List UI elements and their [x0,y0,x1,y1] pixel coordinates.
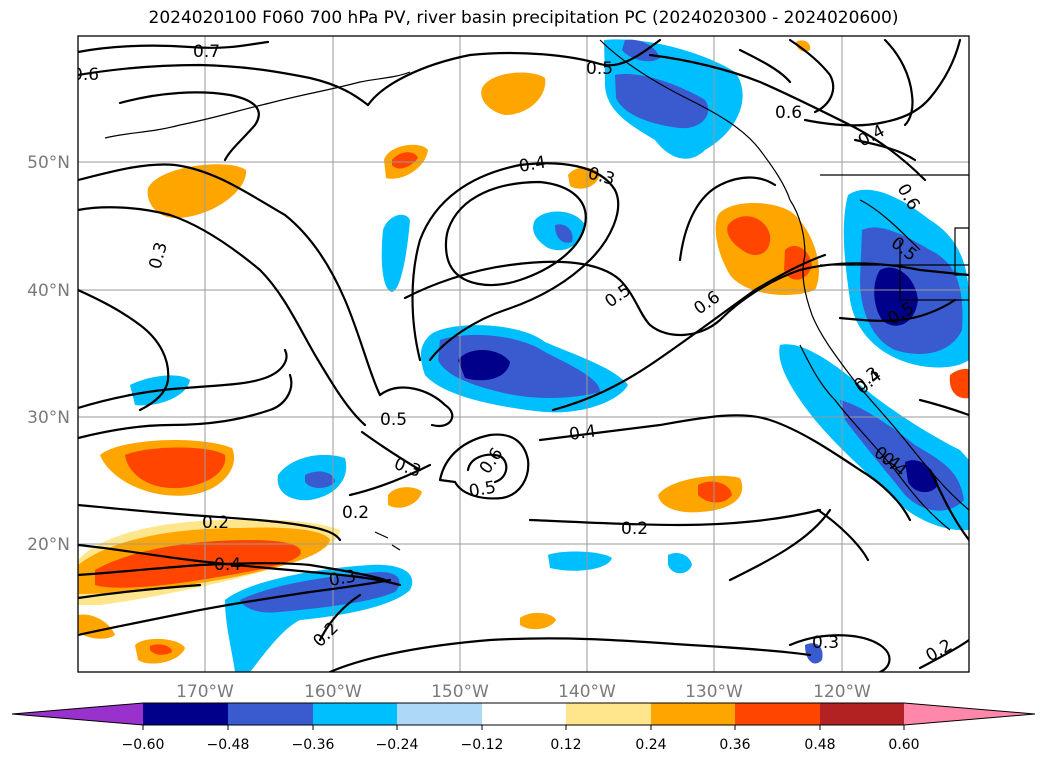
contour-label: 0.3 [327,567,357,591]
shading-south-negative [130,375,692,672]
contour-label: 0.3 [812,633,839,653]
colorbar-tick-label: 0.48 [804,737,835,753]
lat-label: 50°N [27,153,70,173]
lon-label: 140°W [558,682,616,702]
colorbar-segment [143,703,228,725]
colorbar-ticks [142,725,905,730]
longitude-labels: 170°W 160°W 150°W 140°W 130°W 120°W [176,682,871,702]
map-frame [77,35,970,673]
colorbar-segment [313,703,397,725]
contour-label: 0.7 [193,42,220,62]
colorbar-segment [566,703,651,725]
colorbar-tick-label: 0.24 [635,737,666,753]
colorbar-segment [482,703,566,725]
lon-label: 130°W [685,682,743,702]
lon-label: 160°W [304,682,362,702]
lon-label: 150°W [431,682,489,702]
lon-label: 170°W [176,682,234,702]
colorbar: −0.60 −0.48 −0.36 −0.24 −0.12 0.12 0.24 … [11,702,1036,753]
colorbar-tick-label: −0.48 [207,737,250,753]
lat-label: 20°N [27,535,70,555]
colorbar-tick-label: −0.12 [461,737,504,753]
lat-label: 30°N [27,408,70,428]
pc-shading [78,39,969,672]
colorbar-tick-label: 0.12 [550,737,581,753]
plot-title: 2024020100 F060 700 hPa PV, river basin … [148,8,899,28]
contour-label: 0.4 [517,153,547,177]
colorbar-segment [651,703,735,725]
contour-label: 0.4 [568,421,598,445]
colorbar-tick-label: −0.24 [376,737,419,753]
contour-label: 0.6 [775,103,802,123]
shading-north-pacific-gulf [604,39,743,159]
colorbar-tick-label: −0.60 [122,737,165,753]
contour-label: 0.5 [586,59,613,79]
contour-label: 0.2 [621,519,648,539]
latitude-labels: 50°N 40°N 30°N 20°N [27,153,70,555]
colorbar-segment [735,703,820,725]
colorbar-segment [904,703,1035,725]
colorbar-segment [397,703,482,725]
contour-label: 0.4 [214,555,241,575]
colorbar-tick-label: 0.36 [719,737,750,753]
map-content: 0.7 0.6 0.5 0.6 0.4 0.4 0.3 0.3 0.5 0.4 … [72,36,969,672]
contour-label: 0.5 [467,478,497,502]
contour-label: 0.2 [202,513,229,533]
contour-label: 0.2 [342,503,369,523]
colorbar-tick-label: 0.60 [888,737,919,753]
colorbar-segment [820,703,904,725]
lon-label: 120°W [813,682,871,702]
colorbar-segment [12,703,143,725]
colorbar-segment [228,703,313,725]
pv-contours [78,38,969,672]
graticule [78,36,969,672]
shading-central-negative [381,211,628,413]
shading-east-negative [779,189,969,664]
contour-label: 0.6 [72,65,99,85]
lat-label: 40°N [27,281,70,301]
colorbar-tick-label: −0.36 [292,737,335,753]
contour-label: 0.5 [380,410,407,430]
